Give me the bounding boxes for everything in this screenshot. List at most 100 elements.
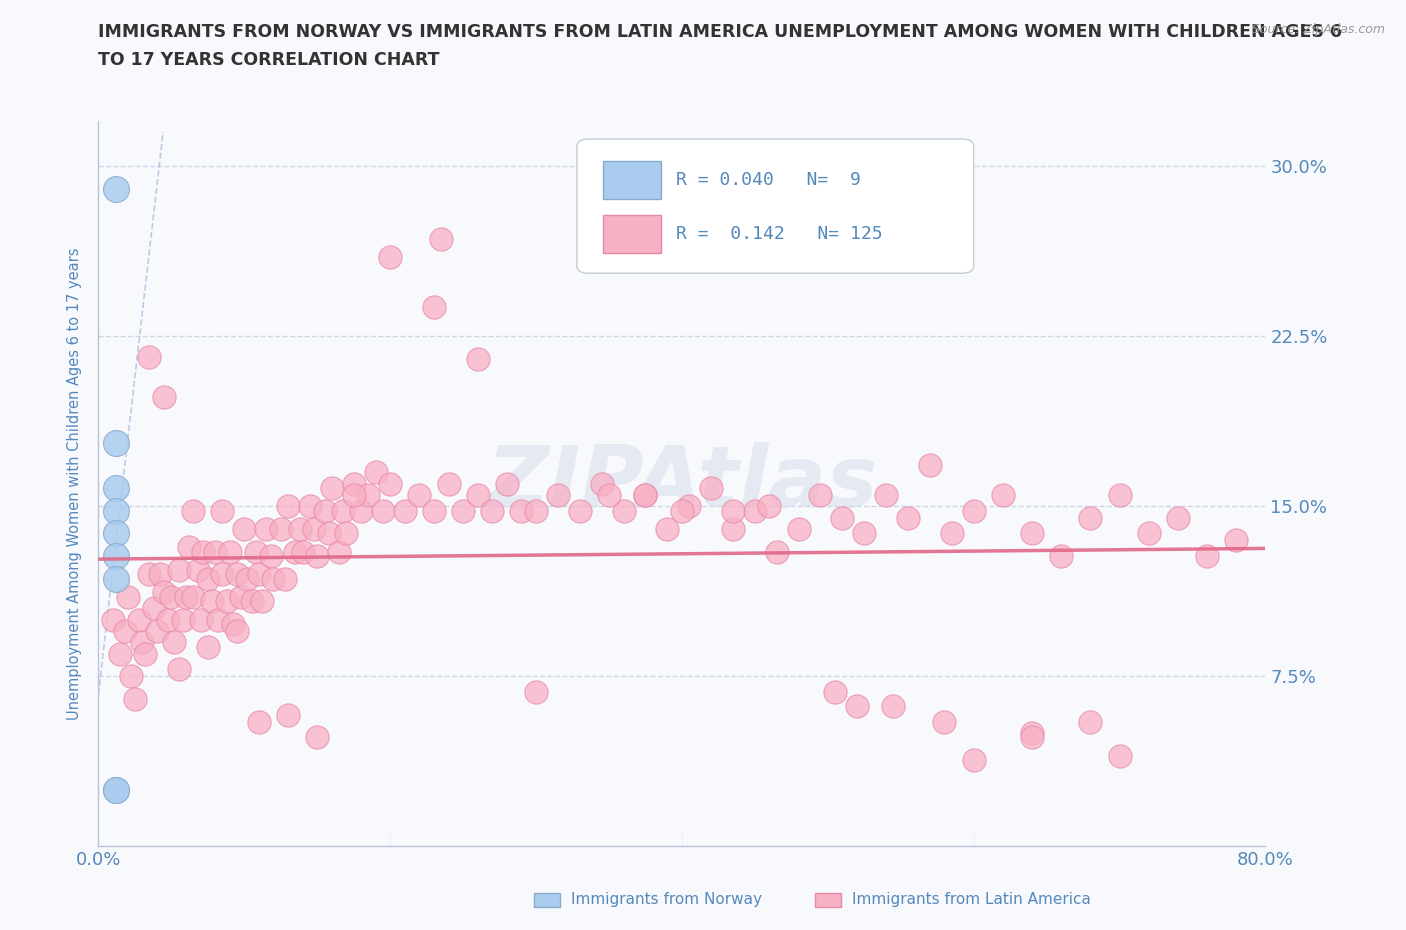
Point xyxy=(467,352,489,366)
Point xyxy=(110,646,132,661)
Point xyxy=(1050,549,1073,564)
Point xyxy=(247,714,270,729)
Point xyxy=(284,544,307,559)
Point xyxy=(394,503,416,518)
Point xyxy=(423,299,446,314)
Point xyxy=(467,487,489,502)
Point xyxy=(221,617,243,631)
Point xyxy=(634,487,657,502)
Point xyxy=(226,567,249,582)
Point xyxy=(277,498,299,513)
Point xyxy=(671,503,693,518)
Point xyxy=(1108,487,1130,502)
Point xyxy=(104,549,127,564)
Point xyxy=(408,487,430,502)
Point xyxy=(128,612,150,627)
Text: TO 17 YEARS CORRELATION CHART: TO 17 YEARS CORRELATION CHART xyxy=(98,51,440,69)
Point xyxy=(204,544,226,559)
Point xyxy=(787,522,810,537)
Point xyxy=(231,590,253,604)
Text: R =  0.142   N= 125: R = 0.142 N= 125 xyxy=(676,225,883,243)
Point xyxy=(117,590,139,604)
Point xyxy=(131,635,153,650)
Text: IMMIGRANTS FROM NORWAY VS IMMIGRANTS FROM LATIN AMERICA UNEMPLOYMENT AMONG WOMEN: IMMIGRANTS FROM NORWAY VS IMMIGRANTS FRO… xyxy=(98,23,1343,41)
Point xyxy=(496,476,519,491)
Point xyxy=(1021,526,1043,541)
Point xyxy=(307,730,329,745)
Point xyxy=(197,571,219,586)
Bar xyxy=(603,161,661,198)
Point xyxy=(591,476,613,491)
Point xyxy=(350,503,373,518)
Point xyxy=(1021,730,1043,745)
Point xyxy=(335,526,357,541)
Point xyxy=(524,684,547,699)
Point xyxy=(824,684,846,699)
FancyBboxPatch shape xyxy=(576,139,973,273)
Text: Source: ZipAtlas.com: Source: ZipAtlas.com xyxy=(1251,23,1385,36)
Point xyxy=(918,458,941,472)
Point xyxy=(678,498,700,513)
Point xyxy=(104,526,127,541)
Point xyxy=(193,544,215,559)
Point xyxy=(328,544,350,559)
Point xyxy=(451,503,474,518)
Point xyxy=(101,612,124,627)
Point xyxy=(197,640,219,655)
Point xyxy=(104,181,127,196)
Point xyxy=(343,487,366,502)
Point xyxy=(114,623,136,638)
Point xyxy=(941,526,963,541)
Point xyxy=(831,511,853,525)
Point xyxy=(298,498,321,513)
Point xyxy=(307,549,329,564)
Point xyxy=(149,567,172,582)
Point xyxy=(167,662,190,677)
Point xyxy=(853,526,876,541)
Point xyxy=(510,503,533,518)
Point xyxy=(215,594,238,609)
Point xyxy=(437,476,460,491)
Point xyxy=(318,526,340,541)
Point xyxy=(124,692,146,707)
Point xyxy=(721,522,744,537)
Point xyxy=(211,567,233,582)
Point xyxy=(146,623,169,638)
Point xyxy=(259,549,281,564)
Point xyxy=(270,522,292,537)
Point xyxy=(380,249,402,264)
Point xyxy=(1137,526,1160,541)
Point xyxy=(1108,748,1130,763)
Point xyxy=(160,590,183,604)
Point xyxy=(274,571,297,586)
Point xyxy=(138,567,160,582)
Point xyxy=(163,635,186,650)
Point xyxy=(134,646,156,661)
Point xyxy=(207,612,229,627)
Point xyxy=(1080,714,1102,729)
Point xyxy=(167,563,190,578)
Point xyxy=(1021,725,1043,740)
Point xyxy=(430,232,453,246)
Point xyxy=(104,782,127,797)
Point xyxy=(371,503,394,518)
Point xyxy=(104,435,127,450)
Point xyxy=(364,465,387,480)
Point xyxy=(758,498,780,513)
Point xyxy=(568,503,591,518)
Point xyxy=(187,563,209,578)
Point xyxy=(314,503,336,518)
Point xyxy=(321,481,343,496)
Point xyxy=(357,487,380,502)
Text: Immigrants from Norway: Immigrants from Norway xyxy=(571,892,762,908)
Point xyxy=(765,544,787,559)
Point xyxy=(288,522,311,537)
Point xyxy=(277,708,299,723)
Point xyxy=(612,503,634,518)
Point xyxy=(254,522,277,537)
Point xyxy=(547,487,569,502)
Point xyxy=(211,503,233,518)
Point xyxy=(104,782,127,797)
Bar xyxy=(603,215,661,253)
Point xyxy=(700,481,723,496)
